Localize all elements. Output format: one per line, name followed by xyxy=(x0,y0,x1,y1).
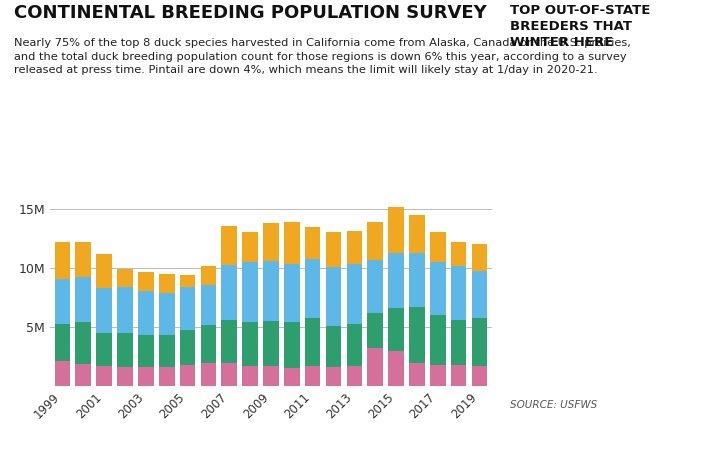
Text: Nearly 75% of the top 8 duck species harvested in California come from Alaska, C: Nearly 75% of the top 8 duck species har… xyxy=(14,38,631,75)
Bar xyxy=(389,253,404,308)
Bar xyxy=(471,318,487,366)
Bar xyxy=(326,367,342,386)
Bar xyxy=(430,365,446,386)
Bar xyxy=(117,287,133,333)
Bar xyxy=(409,363,425,386)
Bar xyxy=(242,366,258,386)
Bar xyxy=(347,231,362,264)
Bar xyxy=(451,365,466,386)
Bar xyxy=(76,364,91,386)
Bar xyxy=(326,326,342,367)
Bar xyxy=(409,253,425,307)
Bar xyxy=(263,366,279,386)
Bar xyxy=(200,266,216,285)
Bar xyxy=(471,243,487,271)
Bar xyxy=(471,271,487,318)
Bar xyxy=(117,269,133,287)
Bar xyxy=(55,279,71,324)
Bar xyxy=(138,291,153,335)
Bar xyxy=(263,261,279,321)
Bar xyxy=(159,293,175,335)
Bar xyxy=(96,333,112,366)
Bar xyxy=(284,322,299,369)
Bar xyxy=(409,307,425,363)
Bar xyxy=(430,262,446,315)
Bar xyxy=(367,260,383,313)
Bar xyxy=(326,267,342,326)
Bar xyxy=(96,288,112,333)
Text: CONTINENTAL BREEDING POPULATION SURVEY: CONTINENTAL BREEDING POPULATION SURVEY xyxy=(14,4,487,22)
Bar xyxy=(389,308,404,351)
Text: Wigeon:
+0.4%: Wigeon: +0.4% xyxy=(579,349,637,379)
Bar xyxy=(180,275,195,287)
Bar xyxy=(242,232,258,262)
Bar xyxy=(347,264,362,324)
Bar xyxy=(222,265,237,320)
Bar xyxy=(451,320,466,365)
Bar xyxy=(159,274,175,293)
Bar xyxy=(138,272,153,291)
Bar xyxy=(117,333,133,367)
Bar xyxy=(284,264,299,322)
Bar xyxy=(451,242,466,266)
Bar xyxy=(138,335,153,367)
Bar xyxy=(159,335,175,367)
Bar xyxy=(305,366,320,386)
Bar xyxy=(263,224,279,261)
Bar xyxy=(96,366,112,386)
Bar xyxy=(159,367,175,386)
Bar xyxy=(305,259,320,318)
Bar xyxy=(284,369,299,386)
Bar xyxy=(180,365,195,386)
Text: Pintail:
-4%: Pintail: -4% xyxy=(583,205,632,234)
Bar xyxy=(367,348,383,386)
Bar xyxy=(222,363,237,386)
Bar xyxy=(96,254,112,288)
Bar xyxy=(200,325,216,363)
Bar xyxy=(451,266,466,320)
Bar xyxy=(347,366,362,386)
Bar xyxy=(284,222,299,264)
Bar xyxy=(326,232,342,267)
Bar xyxy=(367,313,383,348)
Bar xyxy=(55,324,71,361)
Bar xyxy=(55,361,71,386)
Bar xyxy=(76,322,91,364)
Bar xyxy=(55,242,71,279)
Text: Green-winged
teal: +4%: Green-winged teal: +4% xyxy=(559,301,657,330)
Text: Shoveler:
-13%: Shoveler: -13% xyxy=(575,253,641,282)
Bar xyxy=(305,227,320,259)
Bar xyxy=(263,321,279,366)
Bar xyxy=(76,277,91,322)
Bar xyxy=(242,262,258,322)
Text: SOURCE: USFWS: SOURCE: USFWS xyxy=(510,400,597,409)
Bar xyxy=(200,363,216,386)
Bar xyxy=(180,287,195,330)
Bar xyxy=(367,222,383,260)
Bar xyxy=(222,320,237,363)
Bar xyxy=(430,315,446,365)
Bar xyxy=(117,367,133,386)
Bar xyxy=(200,285,216,325)
Bar xyxy=(389,207,404,253)
Bar xyxy=(409,215,425,253)
Bar xyxy=(76,242,91,277)
Bar xyxy=(305,318,320,366)
Bar xyxy=(430,232,446,262)
Bar xyxy=(180,330,195,365)
Bar xyxy=(471,366,487,386)
Bar xyxy=(347,324,362,366)
Bar xyxy=(138,367,153,386)
Bar xyxy=(389,351,404,386)
Bar xyxy=(242,322,258,366)
Bar xyxy=(222,226,237,265)
Text: TOP OUT-OF-STATE
BREEDERS THAT
WINTER HERE: TOP OUT-OF-STATE BREEDERS THAT WINTER HE… xyxy=(510,4,650,49)
